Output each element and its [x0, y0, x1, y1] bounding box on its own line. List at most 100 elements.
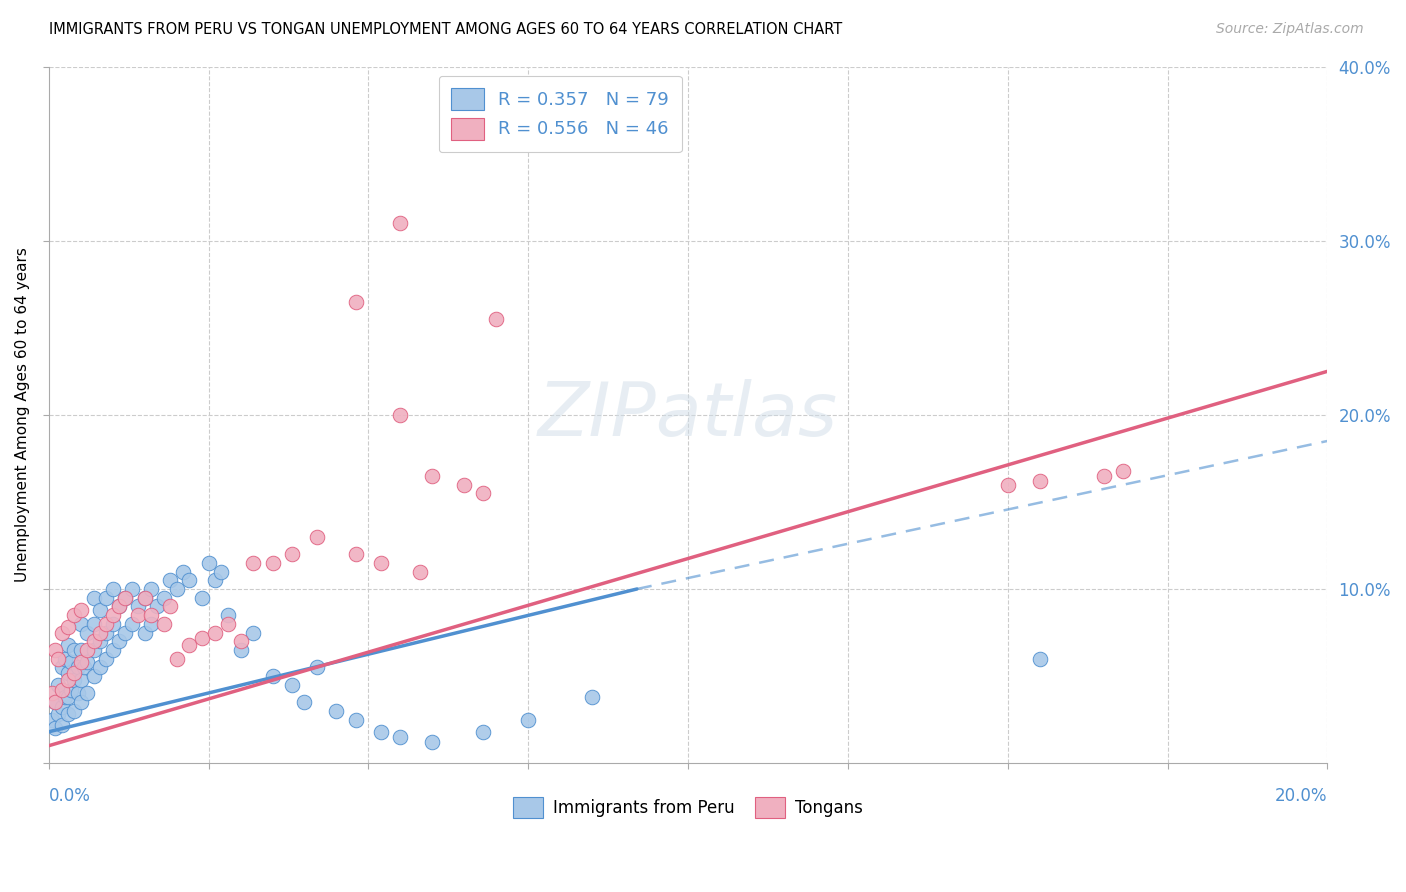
Point [83, 591, 105, 605]
Point [76, 625, 98, 640]
Point [134, 591, 156, 605]
Point [69, 616, 91, 631]
Point [179, 638, 201, 652]
Point [83, 669, 105, 683]
Point [1028, 651, 1050, 665]
Point [997, 477, 1019, 491]
Point [217, 616, 239, 631]
Point [325, 704, 347, 718]
Point [41, 713, 63, 727]
Point [217, 608, 239, 623]
Point [370, 556, 392, 570]
Point [166, 582, 188, 596]
Point [114, 625, 136, 640]
Point [453, 477, 475, 491]
Point [229, 634, 252, 648]
Point [56, 638, 79, 652]
Point [139, 608, 162, 623]
Point [344, 294, 367, 309]
Point [101, 582, 124, 596]
Point [134, 625, 156, 640]
Legend: Immigrants from Peru, Tongans: Immigrants from Peru, Tongans [506, 791, 869, 824]
Point [96, 651, 118, 665]
Point [472, 486, 495, 500]
Point [139, 616, 162, 631]
Point [46, 678, 69, 692]
Point [69, 673, 91, 687]
Point [114, 591, 136, 605]
Point [51, 700, 73, 714]
Point [89, 603, 111, 617]
Point [56, 620, 79, 634]
Point [66, 660, 89, 674]
Text: 0.0%: 0.0% [49, 788, 90, 805]
Point [96, 616, 118, 631]
Point [51, 625, 73, 640]
Point [1112, 464, 1135, 478]
Point [89, 625, 111, 640]
Point [191, 591, 214, 605]
Point [89, 660, 111, 674]
Point [89, 634, 111, 648]
Point [153, 616, 176, 631]
Point [242, 625, 264, 640]
Point [73, 660, 96, 674]
Point [127, 599, 149, 614]
Point [56, 707, 79, 722]
Point [204, 625, 226, 640]
Point [242, 556, 264, 570]
Point [1028, 474, 1050, 488]
Point [121, 616, 143, 631]
Point [159, 574, 181, 588]
Point [69, 695, 91, 709]
Text: ZIPatlas: ZIPatlas [538, 379, 838, 450]
Point [83, 643, 105, 657]
Text: Source: ZipAtlas.com: Source: ZipAtlas.com [1216, 22, 1364, 37]
Point [46, 651, 69, 665]
Point [229, 643, 252, 657]
Point [63, 665, 86, 680]
Point [197, 556, 219, 570]
Point [76, 643, 98, 657]
Point [53, 690, 76, 704]
Point [69, 603, 91, 617]
Point [101, 643, 124, 657]
Point [408, 565, 430, 579]
Point [294, 695, 316, 709]
Point [108, 634, 131, 648]
Point [389, 408, 412, 422]
Point [76, 686, 98, 700]
Point [114, 591, 136, 605]
Point [146, 599, 169, 614]
Point [41, 686, 63, 700]
Point [307, 660, 329, 674]
Point [51, 718, 73, 732]
Point [389, 730, 412, 744]
Point [69, 643, 91, 657]
Point [344, 547, 367, 561]
Point [108, 599, 131, 614]
Point [262, 556, 284, 570]
Point [69, 655, 91, 669]
Point [420, 468, 443, 483]
Point [101, 608, 124, 623]
Point [280, 678, 302, 692]
Point [108, 599, 131, 614]
Point [66, 686, 89, 700]
Point [56, 673, 79, 687]
Point [517, 713, 540, 727]
Text: IMMIGRANTS FROM PERU VS TONGAN UNEMPLOYMENT AMONG AGES 60 TO 64 YEARS CORRELATIO: IMMIGRANTS FROM PERU VS TONGAN UNEMPLOYM… [49, 22, 842, 37]
Point [370, 724, 392, 739]
Point [56, 665, 79, 680]
Point [307, 530, 329, 544]
Point [134, 591, 156, 605]
Point [96, 625, 118, 640]
Point [63, 673, 86, 687]
Point [51, 660, 73, 674]
Text: 20.0%: 20.0% [1275, 788, 1327, 805]
Point [83, 634, 105, 648]
Point [420, 735, 443, 749]
Point [44, 721, 66, 735]
Point [166, 651, 188, 665]
Point [53, 651, 76, 665]
